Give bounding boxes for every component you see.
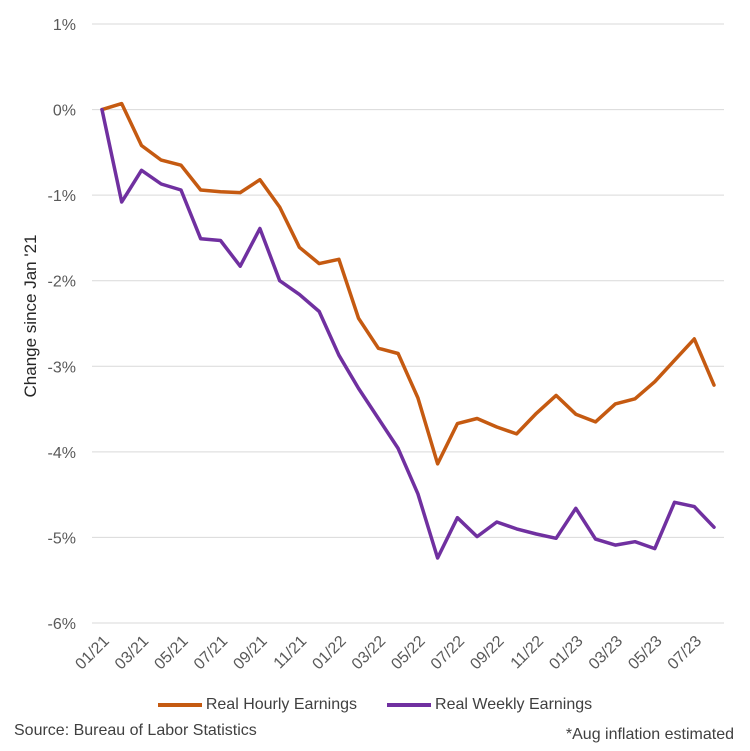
x-tick-label: 01/22 bbox=[309, 633, 349, 673]
x-tick-label: 03/22 bbox=[349, 633, 389, 673]
y-tick-label: -2% bbox=[48, 274, 76, 291]
y-tick-label: -3% bbox=[48, 359, 76, 376]
x-tick-label: 05/22 bbox=[388, 633, 428, 673]
y-tick-label: -1% bbox=[48, 188, 76, 205]
legend-swatch-hourly bbox=[157, 703, 202, 707]
inflation-footnote: *Aug inflation estimated bbox=[565, 726, 734, 743]
series-line-weekly bbox=[100, 107, 716, 560]
legend-item-weekly: Real Weekly Earnings bbox=[387, 694, 592, 716]
series-line-hourly bbox=[100, 101, 716, 466]
x-tick-label: 07/22 bbox=[428, 633, 468, 673]
x-tick-label: 01/23 bbox=[546, 633, 586, 673]
x-tick-label: 05/21 bbox=[151, 633, 191, 673]
x-axis-tick-labels: 01/21 03/21 05/21 07/21 09/21 11/21 01/22 03/22… bbox=[72, 633, 705, 673]
y-tick-label: -5% bbox=[48, 530, 76, 547]
legend-item-hourly: Real Hourly Earnings bbox=[157, 694, 358, 716]
x-tick-label: 05/23 bbox=[625, 633, 665, 673]
x-tick-label: 11/21 bbox=[271, 633, 311, 673]
y-axis-tick-labels: 1% 0% -1% -2% -3% -4% -5% -6% bbox=[48, 17, 76, 633]
legend: Real Hourly Earnings Real Weekly Earning… bbox=[0, 694, 750, 716]
x-tick-label: 01/21 bbox=[72, 633, 112, 673]
y-tick-label: 1% bbox=[53, 17, 76, 34]
x-tick-label: 09/22 bbox=[467, 633, 507, 673]
x-tick-label: 07/23 bbox=[665, 633, 705, 673]
x-tick-label: 03/21 bbox=[112, 633, 152, 673]
y-tick-label: -6% bbox=[48, 616, 76, 633]
series-lines bbox=[100, 101, 716, 560]
x-tick-label: 03/23 bbox=[586, 633, 626, 673]
legend-label-weekly: Real Weekly Earnings bbox=[435, 696, 593, 713]
legend-label-hourly: Real Hourly Earnings bbox=[205, 696, 358, 713]
y-axis-label: Change since Jan '21 bbox=[21, 235, 40, 398]
gridlines bbox=[92, 23, 724, 624]
y-tick-label: -4% bbox=[48, 445, 76, 462]
legend-swatch-weekly bbox=[387, 703, 432, 707]
source-note: Source: Bureau of Labor Statistics bbox=[14, 722, 257, 739]
x-tick-label: 09/21 bbox=[230, 633, 270, 673]
x-tick-label: 07/21 bbox=[191, 633, 231, 673]
x-tick-label: 11/22 bbox=[508, 633, 548, 673]
y-tick-label: 0% bbox=[53, 103, 76, 120]
